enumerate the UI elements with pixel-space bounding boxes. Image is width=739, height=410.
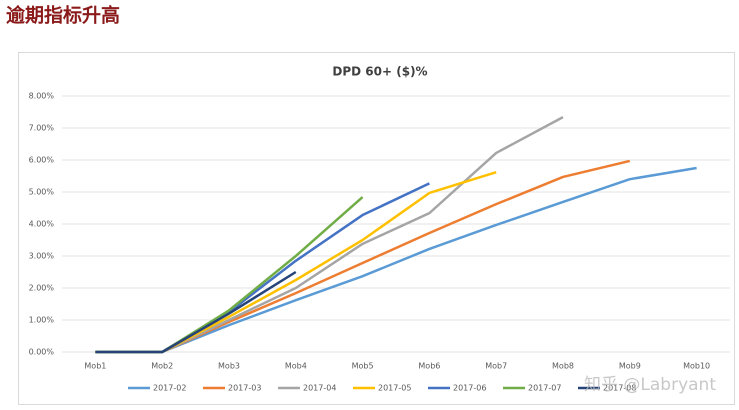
- legend-label: 2017-02: [153, 384, 186, 393]
- x-tick-label: Mob5: [352, 362, 374, 371]
- y-tick-label: 8.00%: [29, 92, 55, 101]
- watermark: 知乎 @Labryant: [584, 375, 716, 395]
- legend-label: 2017-06: [453, 384, 486, 393]
- x-tick-label: Mob1: [84, 362, 106, 371]
- y-tick-label: 1.00%: [29, 316, 55, 325]
- x-tick-label: Mob9: [619, 362, 641, 371]
- x-tick-label: Mob10: [683, 362, 710, 371]
- y-tick-label: 2.00%: [29, 284, 55, 293]
- x-tick-label: Mob3: [218, 362, 240, 371]
- legend-label: 2017-05: [378, 384, 411, 393]
- x-tick-label: Mob4: [285, 362, 307, 371]
- legend-label: 2017-03: [228, 384, 261, 393]
- x-tick-label: Mob2: [151, 362, 173, 371]
- legend-label: 2017-07: [528, 384, 561, 393]
- y-tick-label: 4.00%: [29, 220, 55, 229]
- legend-label: 2017-04: [303, 384, 336, 393]
- y-tick-label: 3.00%: [29, 252, 55, 261]
- y-tick-label: 5.00%: [29, 188, 55, 197]
- x-tick-label: Mob7: [485, 362, 507, 371]
- y-tick-label: 0.00%: [29, 348, 55, 357]
- chart-title: DPD 60+ ($)%: [332, 65, 427, 79]
- x-tick-label: Mob8: [552, 362, 574, 371]
- y-tick-label: 7.00%: [29, 124, 55, 133]
- series-line: [95, 270, 297, 354]
- page-title: 逾期指标升高: [6, 4, 120, 27]
- series-line: [95, 166, 697, 354]
- y-tick-label: 6.00%: [29, 156, 55, 165]
- x-tick-label: Mob6: [418, 362, 440, 371]
- legend-label: 2017-08: [603, 384, 636, 393]
- chart-frame: [18, 52, 735, 405]
